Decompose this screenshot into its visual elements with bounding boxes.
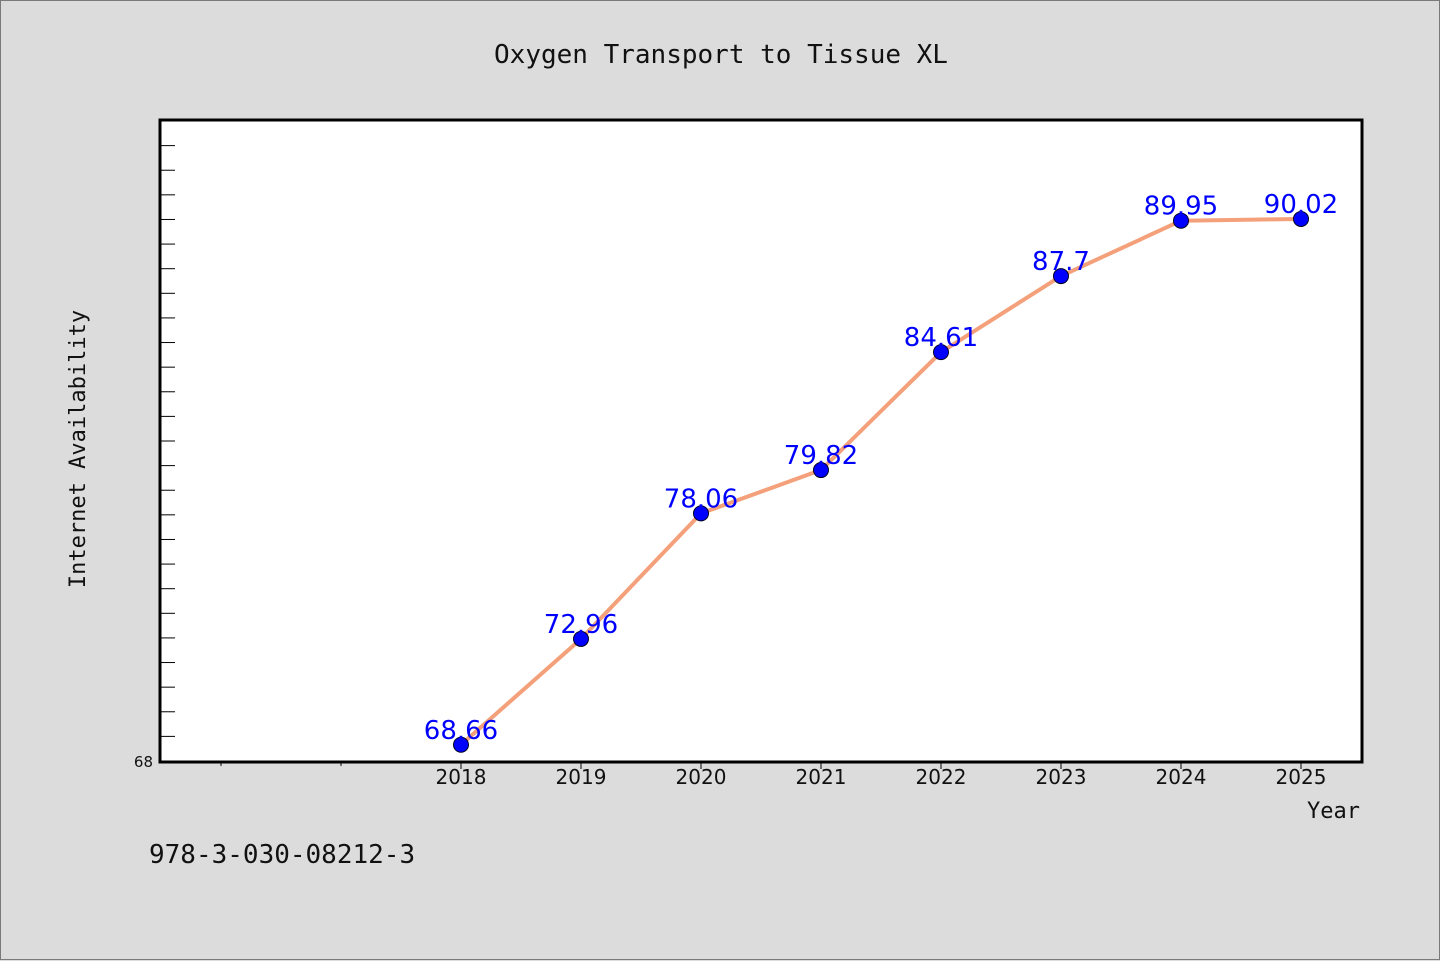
x-axis-ticks [220,761,1302,769]
data-label: 72.96 [544,610,618,640]
x-tick-label: 2020 [676,765,727,789]
data-label: 90.02 [1264,190,1338,220]
plot-area [158,118,1364,764]
data-point [933,344,949,361]
chart-title: Oxygen Transport to Tissue XL [494,40,948,70]
y-axis-ticks [161,145,175,762]
data-point [1173,212,1189,229]
data-label: 87.7 [1032,247,1090,277]
x-tick-label: 2022 [916,765,967,789]
data-label: 89.95 [1144,192,1218,222]
data-label: 79.82 [784,441,858,471]
data-point [1053,268,1069,285]
data-label: 68.66 [424,716,498,746]
x-tick-label: 2019 [556,765,607,789]
x-tick-label: 2023 [1036,765,1087,789]
data-point [1293,210,1309,227]
data-point [813,462,829,479]
y-axis-label: Internet Availability [66,310,91,588]
x-tick-label: 2018 [436,765,487,789]
data-point [693,505,709,522]
series-1: 68.66 72.96 78.06 79.82 84.61 87.7 89.95 90.02 [424,190,1338,753]
x-axis-label: Year [1307,799,1360,824]
data-label: 84.61 [904,323,978,353]
data-point [573,630,589,647]
y-tick-label: 68 [134,753,153,771]
x-tick-label: 2021 [796,765,847,789]
x-tick-label: 2025 [1276,765,1327,789]
data-label: 78.06 [664,484,738,514]
x-tick-label: 2024 [1156,765,1207,789]
series-line [459,216,1302,747]
isbn-text: 978-3-030-08212-3 [149,840,415,870]
x-tick-labels: 2018 2019 2020 2021 2022 2023 2024 2025 [436,765,1327,789]
data-point [453,736,469,753]
